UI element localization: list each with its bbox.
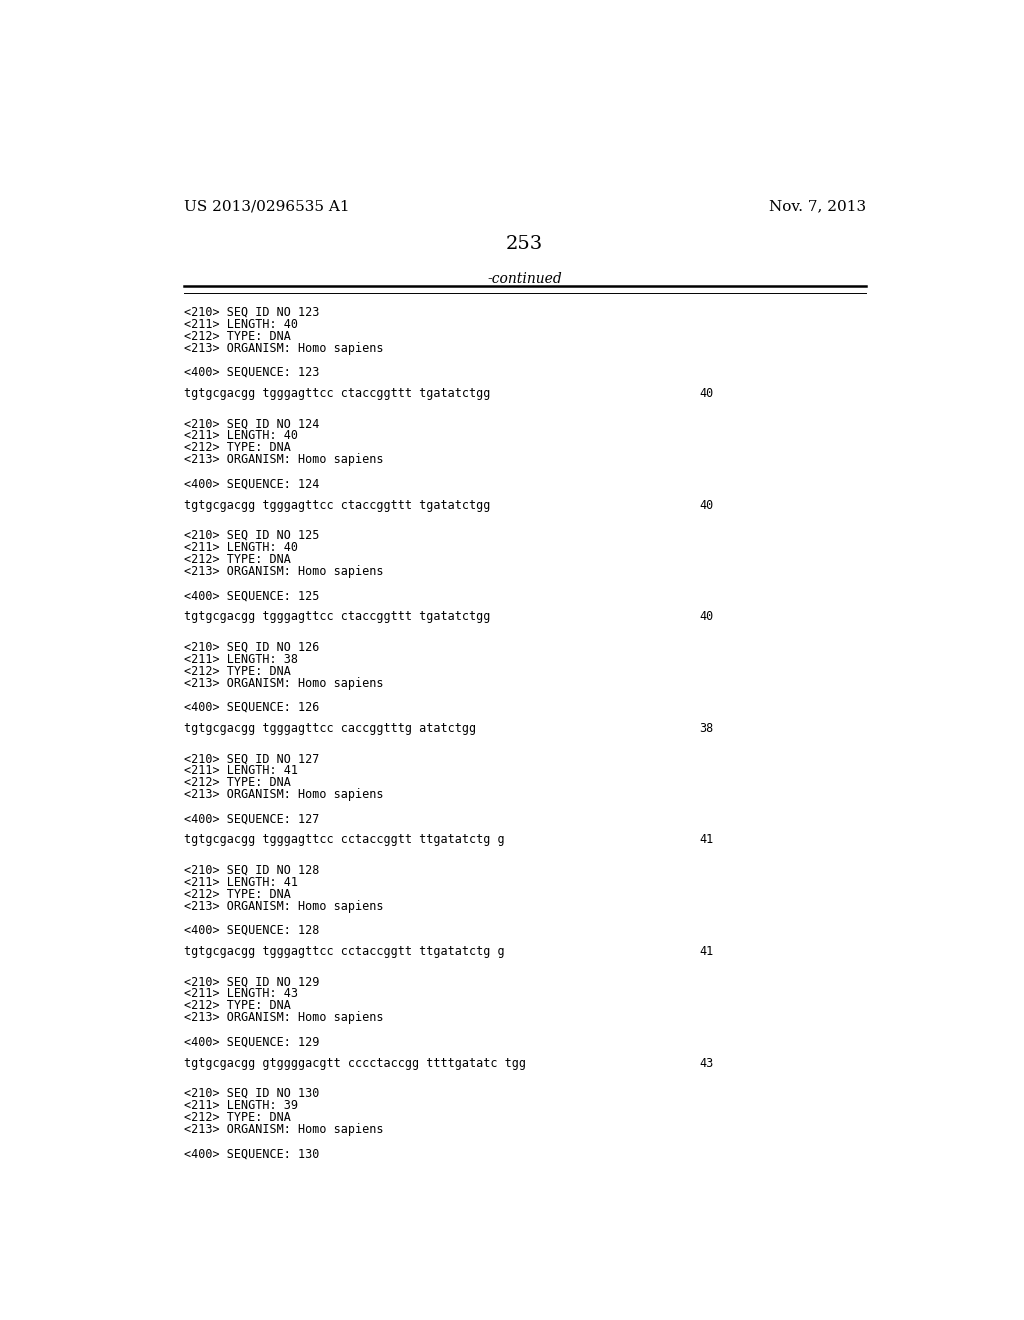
- Text: <210> SEQ ID NO 124: <210> SEQ ID NO 124: [183, 417, 318, 430]
- Text: tgtgcgacgg tgggagttcc ctaccggttt tgatatctgg: tgtgcgacgg tgggagttcc ctaccggttt tgatatc…: [183, 387, 489, 400]
- Text: <400> SEQUENCE: 126: <400> SEQUENCE: 126: [183, 701, 318, 714]
- Text: <213> ORGANISM: Homo sapiens: <213> ORGANISM: Homo sapiens: [183, 1011, 383, 1024]
- Text: <213> ORGANISM: Homo sapiens: <213> ORGANISM: Homo sapiens: [183, 677, 383, 689]
- Text: tgtgcgacgg tgggagttcc cctaccggtt ttgatatctg g: tgtgcgacgg tgggagttcc cctaccggtt ttgatat…: [183, 945, 504, 958]
- Text: <211> LENGTH: 40: <211> LENGTH: 40: [183, 318, 298, 331]
- Text: <210> SEQ ID NO 125: <210> SEQ ID NO 125: [183, 529, 318, 543]
- Text: 38: 38: [699, 722, 714, 735]
- Text: <211> LENGTH: 40: <211> LENGTH: 40: [183, 429, 298, 442]
- Text: <212> TYPE: DNA: <212> TYPE: DNA: [183, 888, 291, 900]
- Text: <212> TYPE: DNA: <212> TYPE: DNA: [183, 330, 291, 343]
- Text: <212> TYPE: DNA: <212> TYPE: DNA: [183, 664, 291, 677]
- Text: <213> ORGANISM: Homo sapiens: <213> ORGANISM: Homo sapiens: [183, 453, 383, 466]
- Text: 41: 41: [699, 833, 714, 846]
- Text: <210> SEQ ID NO 128: <210> SEQ ID NO 128: [183, 863, 318, 876]
- Text: <210> SEQ ID NO 130: <210> SEQ ID NO 130: [183, 1086, 318, 1100]
- Text: 41: 41: [699, 945, 714, 958]
- Text: tgtgcgacgg tgggagttcc caccggtttg atatctgg: tgtgcgacgg tgggagttcc caccggtttg atatctg…: [183, 722, 476, 735]
- Text: <400> SEQUENCE: 127: <400> SEQUENCE: 127: [183, 812, 318, 825]
- Text: 43: 43: [699, 1057, 714, 1069]
- Text: tgtgcgacgg tgggagttcc ctaccggttt tgatatctgg: tgtgcgacgg tgggagttcc ctaccggttt tgatatc…: [183, 610, 489, 623]
- Text: <211> LENGTH: 41: <211> LENGTH: 41: [183, 875, 298, 888]
- Text: <210> SEQ ID NO 126: <210> SEQ ID NO 126: [183, 640, 318, 653]
- Text: <213> ORGANISM: Homo sapiens: <213> ORGANISM: Homo sapiens: [183, 900, 383, 912]
- Text: <400> SEQUENCE: 125: <400> SEQUENCE: 125: [183, 589, 318, 602]
- Text: <400> SEQUENCE: 128: <400> SEQUENCE: 128: [183, 924, 318, 937]
- Text: <400> SEQUENCE: 130: <400> SEQUENCE: 130: [183, 1147, 318, 1160]
- Text: <400> SEQUENCE: 123: <400> SEQUENCE: 123: [183, 366, 318, 379]
- Text: <210> SEQ ID NO 127: <210> SEQ ID NO 127: [183, 752, 318, 766]
- Text: US 2013/0296535 A1: US 2013/0296535 A1: [183, 199, 349, 213]
- Text: <212> TYPE: DNA: <212> TYPE: DNA: [183, 1111, 291, 1123]
- Text: <210> SEQ ID NO 129: <210> SEQ ID NO 129: [183, 975, 318, 989]
- Text: <212> TYPE: DNA: <212> TYPE: DNA: [183, 776, 291, 789]
- Text: <212> TYPE: DNA: <212> TYPE: DNA: [183, 553, 291, 566]
- Text: tgtgcgacgg gtggggacgtt cccctaccgg ttttgatatc tgg: tgtgcgacgg gtggggacgtt cccctaccgg ttttga…: [183, 1057, 525, 1069]
- Text: <213> ORGANISM: Homo sapiens: <213> ORGANISM: Homo sapiens: [183, 342, 383, 355]
- Text: <400> SEQUENCE: 124: <400> SEQUENCE: 124: [183, 478, 318, 491]
- Text: 253: 253: [506, 235, 544, 252]
- Text: <212> TYPE: DNA: <212> TYPE: DNA: [183, 441, 291, 454]
- Text: Nov. 7, 2013: Nov. 7, 2013: [769, 199, 866, 213]
- Text: tgtgcgacgg tgggagttcc cctaccggtt ttgatatctg g: tgtgcgacgg tgggagttcc cctaccggtt ttgatat…: [183, 833, 504, 846]
- Text: <211> LENGTH: 43: <211> LENGTH: 43: [183, 987, 298, 1001]
- Text: <213> ORGANISM: Homo sapiens: <213> ORGANISM: Homo sapiens: [183, 788, 383, 801]
- Text: <212> TYPE: DNA: <212> TYPE: DNA: [183, 999, 291, 1012]
- Text: <400> SEQUENCE: 129: <400> SEQUENCE: 129: [183, 1036, 318, 1048]
- Text: -continued: -continued: [487, 272, 562, 286]
- Text: <213> ORGANISM: Homo sapiens: <213> ORGANISM: Homo sapiens: [183, 1123, 383, 1137]
- Text: <210> SEQ ID NO 123: <210> SEQ ID NO 123: [183, 306, 318, 318]
- Text: 40: 40: [699, 387, 714, 400]
- Text: <211> LENGTH: 38: <211> LENGTH: 38: [183, 652, 298, 665]
- Text: 40: 40: [699, 610, 714, 623]
- Text: 40: 40: [699, 499, 714, 512]
- Text: <213> ORGANISM: Homo sapiens: <213> ORGANISM: Homo sapiens: [183, 565, 383, 578]
- Text: <211> LENGTH: 41: <211> LENGTH: 41: [183, 764, 298, 777]
- Text: <211> LENGTH: 40: <211> LENGTH: 40: [183, 541, 298, 554]
- Text: <211> LENGTH: 39: <211> LENGTH: 39: [183, 1100, 298, 1111]
- Text: tgtgcgacgg tgggagttcc ctaccggttt tgatatctgg: tgtgcgacgg tgggagttcc ctaccggttt tgatatc…: [183, 499, 489, 512]
